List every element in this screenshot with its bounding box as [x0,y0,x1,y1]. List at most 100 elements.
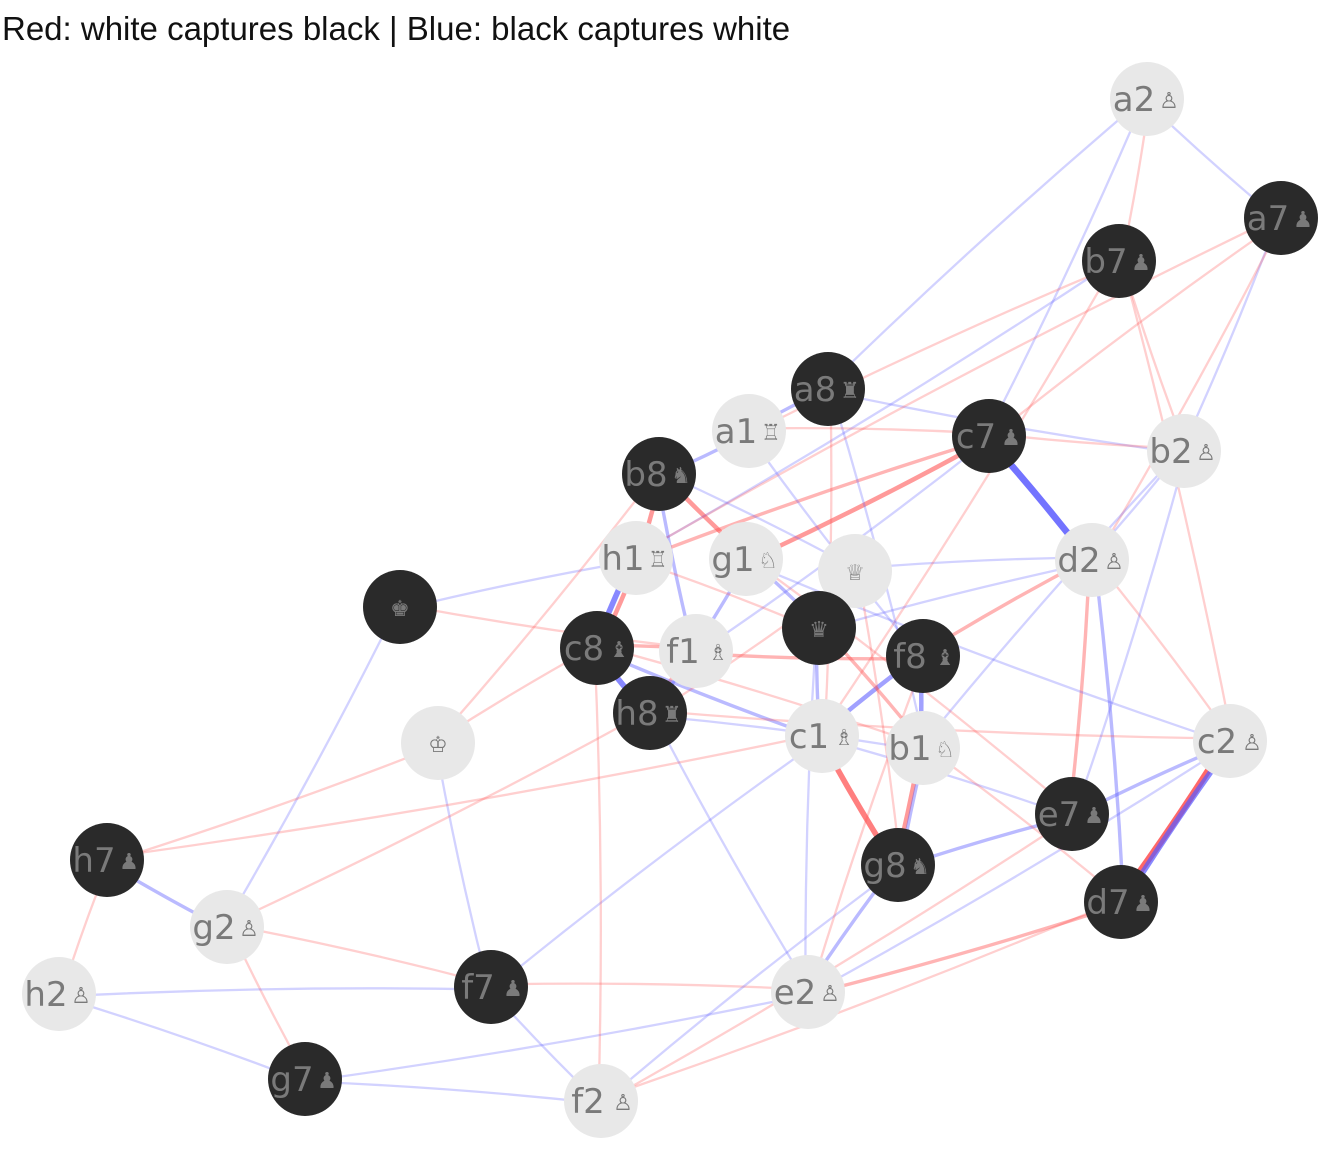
node-circle-f1 [659,614,733,688]
node-label-b1: b1 [888,729,931,769]
node-circle-g2 [190,890,264,964]
edge-b2-b1-black [919,448,1184,748]
edge-e7-b2-black [1073,450,1188,816]
node-label-b7: b7 [1084,242,1127,282]
piece-icon-wk: ♔ [428,733,448,758]
edge-c1-b7-white [818,258,1119,736]
node-a1: a1 ♖ [712,394,786,468]
piece-icon-f1: ♗ [708,641,728,666]
node-circle-h8 [613,676,687,750]
node-label-c2: c2 [1197,722,1237,762]
node-d2: d2 ♙ [1055,523,1129,597]
edge-bk-f1-white [399,603,698,650]
node-c2: c2 ♙ [1193,704,1267,778]
node-circle-c1 [785,699,859,773]
node-circle-g7 [268,1042,342,1116]
node-b1: b1 ♘ [886,711,960,785]
piece-icon-a8: ♜ [840,379,860,404]
edge-g1-c2-black [743,560,1231,745]
edge-h1-a7-white [633,214,1281,557]
node-circle-h2 [22,957,96,1031]
node-f2: f2 ♙ [564,1064,638,1138]
node-h8: h8 ♜ [613,676,687,750]
node-label-a2: a2 [1113,80,1155,120]
node-b8: b8 ♞ [622,437,696,511]
edge-a7-c7-white [989,218,1284,440]
node-circle-a2 [1110,62,1184,136]
edge-e7-d2-white [1067,558,1092,816]
piece-icon-c2: ♙ [1242,731,1262,756]
node-circle-e7 [1035,777,1109,851]
node-label-f8: f8 [893,637,927,677]
edge-b7-c2-white [1120,259,1234,742]
edge-h2-g7-black [57,995,306,1083]
node-label-h8: h8 [615,694,658,734]
node-label-a8: a8 [794,370,836,410]
node-label-b2: b2 [1149,432,1192,472]
node-f1: f1 ♗ [659,614,733,688]
node-label-f2: f2 [571,1082,605,1122]
edge-e2-h8-black [651,710,812,992]
node-e2: e2 ♙ [771,955,845,1029]
node-label-c1: c1 [789,717,829,757]
piece-icon-f7: ♟ [503,977,523,1002]
node-g8: g8 ♞ [861,828,935,902]
node-label-f7: f7 [461,968,495,1008]
node-label-g1: g1 [711,540,754,580]
edge-bq-e2-black [804,626,818,994]
edge-h7-c1-white [105,732,823,859]
node-b7: b7 ♟ [1082,224,1156,298]
edge-f2-c8-white [593,646,602,1103]
node-circle-c7 [952,399,1026,473]
edge-a7-d2-white [1093,218,1285,563]
node-h2: h2 ♙ [22,957,96,1031]
node-e7: e7 ♟ [1035,777,1109,851]
node-g1: g1 ♘ [709,522,783,596]
node-circle-bq [782,591,856,665]
chart-title: Red: white captures black | Blue: black … [2,10,791,47]
node-a2: a2 ♙ [1110,62,1184,136]
edge-g2-f7-white [226,923,493,986]
piece-icon-f2: ♙ [613,1091,633,1116]
node-circle-b1 [886,711,960,785]
piece-icon-b7: ♟ [1131,251,1151,276]
edge-d7-d2-black [1092,558,1126,904]
piece-icon-a7: ♟ [1293,208,1313,233]
piece-icon-g7: ♟ [317,1069,337,1094]
node-circle-e2 [771,955,845,1029]
node-label-f1: f1 [666,632,700,672]
node-label-e2: e2 [774,973,817,1013]
piece-icon-h7: ♟ [119,850,139,875]
node-c8: c8 ♝ [560,611,634,685]
piece-icon-wq: ♕ [845,561,865,586]
node-circle-bk [363,570,437,644]
node-label-h1: h1 [601,539,644,579]
piece-icon-c7: ♟ [1001,426,1021,451]
node-label-g7: g7 [270,1060,313,1100]
node-bk: ♚ [363,570,437,644]
edge-f2-g8-black [601,865,901,1105]
edge-f2-d7-white [598,898,1122,1100]
piece-icon-e2: ♙ [820,982,840,1007]
edge-f7-e2-white [489,982,810,991]
node-circle-g8 [861,828,935,902]
node-label-a1: a1 [715,412,757,452]
piece-icon-c1: ♗ [834,726,854,751]
piece-icon-bk: ♚ [390,597,410,622]
edge-h2-f7-black [57,987,493,998]
node-circle-f7 [454,950,528,1024]
node-circle-c8 [560,611,634,685]
node-bq: ♛ [782,591,856,665]
node-circle-b7 [1082,224,1156,298]
node-label-g8: g8 [863,846,906,886]
node-circle-b2 [1147,414,1221,488]
node-b2: b2 ♙ [1147,414,1221,488]
piece-icon-f8: ♝ [935,646,955,671]
node-c1: c1 ♗ [785,699,859,773]
node-layer: a2 ♙a7 ♟b7 ♟a8 ♜a1 ♖ c7 ♟ b2 ♙b8 ♞h1 ♖ g1 ♘ ♕ d2 ♙♚c8 ♝ f1… [22,62,1318,1138]
edge-b7-h1-black [633,257,1119,558]
edge-d7-e2-white [806,902,1124,997]
edge-f7-c1-black [491,736,825,991]
node-g7: g7 ♟ [268,1042,342,1116]
edge-c8-b1-white [596,644,925,747]
